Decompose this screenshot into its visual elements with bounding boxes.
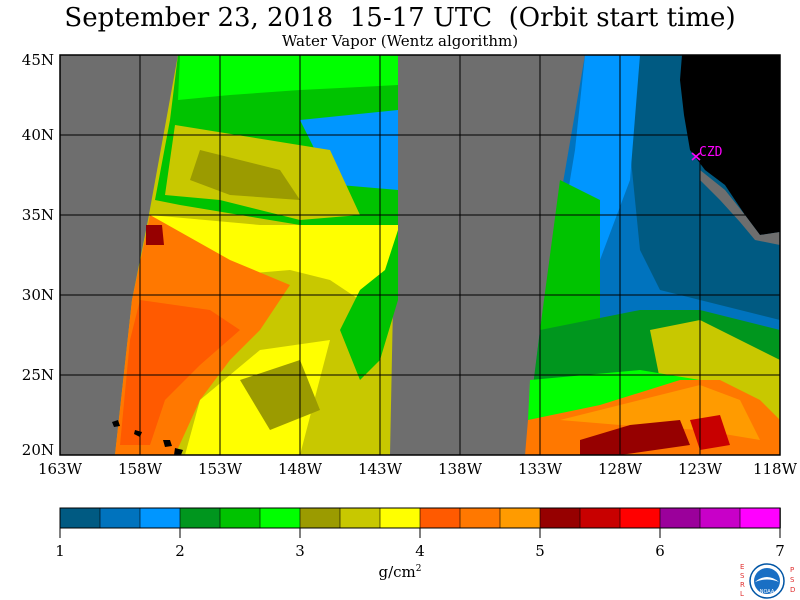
noaa-logo: NOAA E S R L P S D	[740, 563, 795, 599]
swath-right-green-west	[540, 180, 600, 360]
colorbar-tick-label: 7	[775, 542, 785, 560]
swath-left-green-bright	[178, 55, 398, 100]
island-hawaii-1	[112, 420, 120, 427]
logo-letter: R	[740, 581, 745, 589]
logo-center-text: NOAA	[760, 589, 775, 595]
logo-letter: L	[740, 590, 744, 598]
colorbar-tick-label: 5	[535, 542, 545, 560]
colorbar-swatch	[499, 507, 541, 529]
colorbar-swatch	[139, 507, 181, 529]
lat-lon-grid	[60, 55, 780, 455]
swath-left-blue-patch	[300, 110, 398, 190]
colorbar-swatch	[339, 507, 381, 529]
lat-tick-label: 20N	[21, 441, 54, 459]
lon-tick-label: 138W	[437, 460, 483, 478]
units-text: g/cm	[378, 563, 416, 581]
swath-left-orange-dark	[120, 300, 240, 445]
colorbar-units: g/cm2	[360, 563, 440, 581]
coastal-strip	[700, 170, 780, 245]
figure-subtitle: Water Vapor (Wentz algorithm)	[281, 32, 519, 50]
lon-tick-label: 128W	[597, 460, 643, 478]
swath-left-olive-dark	[190, 150, 300, 200]
colorbar-swatch	[219, 507, 261, 529]
colorbar-tick-label: 1	[55, 542, 65, 560]
colorbar-swatch	[739, 507, 781, 529]
logo-letter: S	[790, 576, 795, 584]
swath-right-dark-red	[580, 420, 690, 455]
colorbar-swatch	[539, 507, 581, 529]
colorbar-swatch	[459, 507, 501, 529]
colorbar-swatch	[379, 507, 421, 529]
colorbar-swatch	[299, 507, 341, 529]
lon-tick-label: 118W	[752, 460, 798, 478]
lat-tick-label: 30N	[21, 286, 54, 304]
lon-tick-label: 123W	[677, 460, 723, 478]
colorbar-swatch	[179, 507, 221, 529]
lat-tick-label: 25N	[21, 366, 54, 384]
lon-tick-label: 158W	[117, 460, 163, 478]
lat-tick-label: 40N	[21, 126, 54, 144]
colorbar-swatch	[699, 507, 741, 529]
island-hawaii-3	[163, 440, 172, 447]
colorbar-swatch	[99, 507, 141, 529]
colorbar-tick-label: 6	[655, 542, 665, 560]
lon-tick-label: 148W	[277, 460, 323, 478]
logo-letter: E	[740, 563, 744, 571]
island-hawaii-4	[174, 448, 183, 455]
colorbar-swatch	[579, 507, 621, 529]
colorbar-swatch	[619, 507, 661, 529]
lon-tick-label: 133W	[517, 460, 563, 478]
swath-right-lightgreen	[528, 370, 700, 420]
colorbar-swatch	[419, 507, 461, 529]
lon-tick-label: 143W	[357, 460, 403, 478]
land-north-america	[680, 55, 780, 235]
map-frame	[59, 54, 781, 456]
colorbar-tick-label: 2	[175, 542, 185, 560]
colorbar-tick-label: 3	[295, 542, 305, 560]
logo-letter: P	[790, 566, 794, 574]
swath-left-yellow-band	[150, 215, 398, 300]
logo-bird-icon	[755, 577, 779, 582]
lat-tick-label: 45N	[21, 51, 54, 69]
site-label-czd: CZD	[699, 145, 723, 160]
swath-left-dark-red	[146, 225, 164, 245]
colorbar-ticks	[59, 528, 781, 538]
units-superscript: 2	[415, 564, 422, 574]
swath-left-east-green	[340, 230, 398, 380]
logo-letter: D	[790, 586, 795, 594]
colorbar-swatch	[659, 507, 701, 529]
colorbar-swatch	[59, 507, 101, 529]
logo-letter: S	[740, 572, 745, 580]
colorbar-tick-label: 4	[415, 542, 425, 560]
lon-tick-label: 153W	[197, 460, 243, 478]
lat-tick-label: 35N	[21, 206, 54, 224]
lon-tick-label: 163W	[37, 460, 83, 478]
figure-title: September 23, 2018 15-17 UTC (Orbit star…	[64, 3, 736, 33]
colorbar-swatch	[259, 507, 301, 529]
logo-circle-inner	[754, 568, 780, 594]
site-marker-czd	[691, 152, 701, 161]
